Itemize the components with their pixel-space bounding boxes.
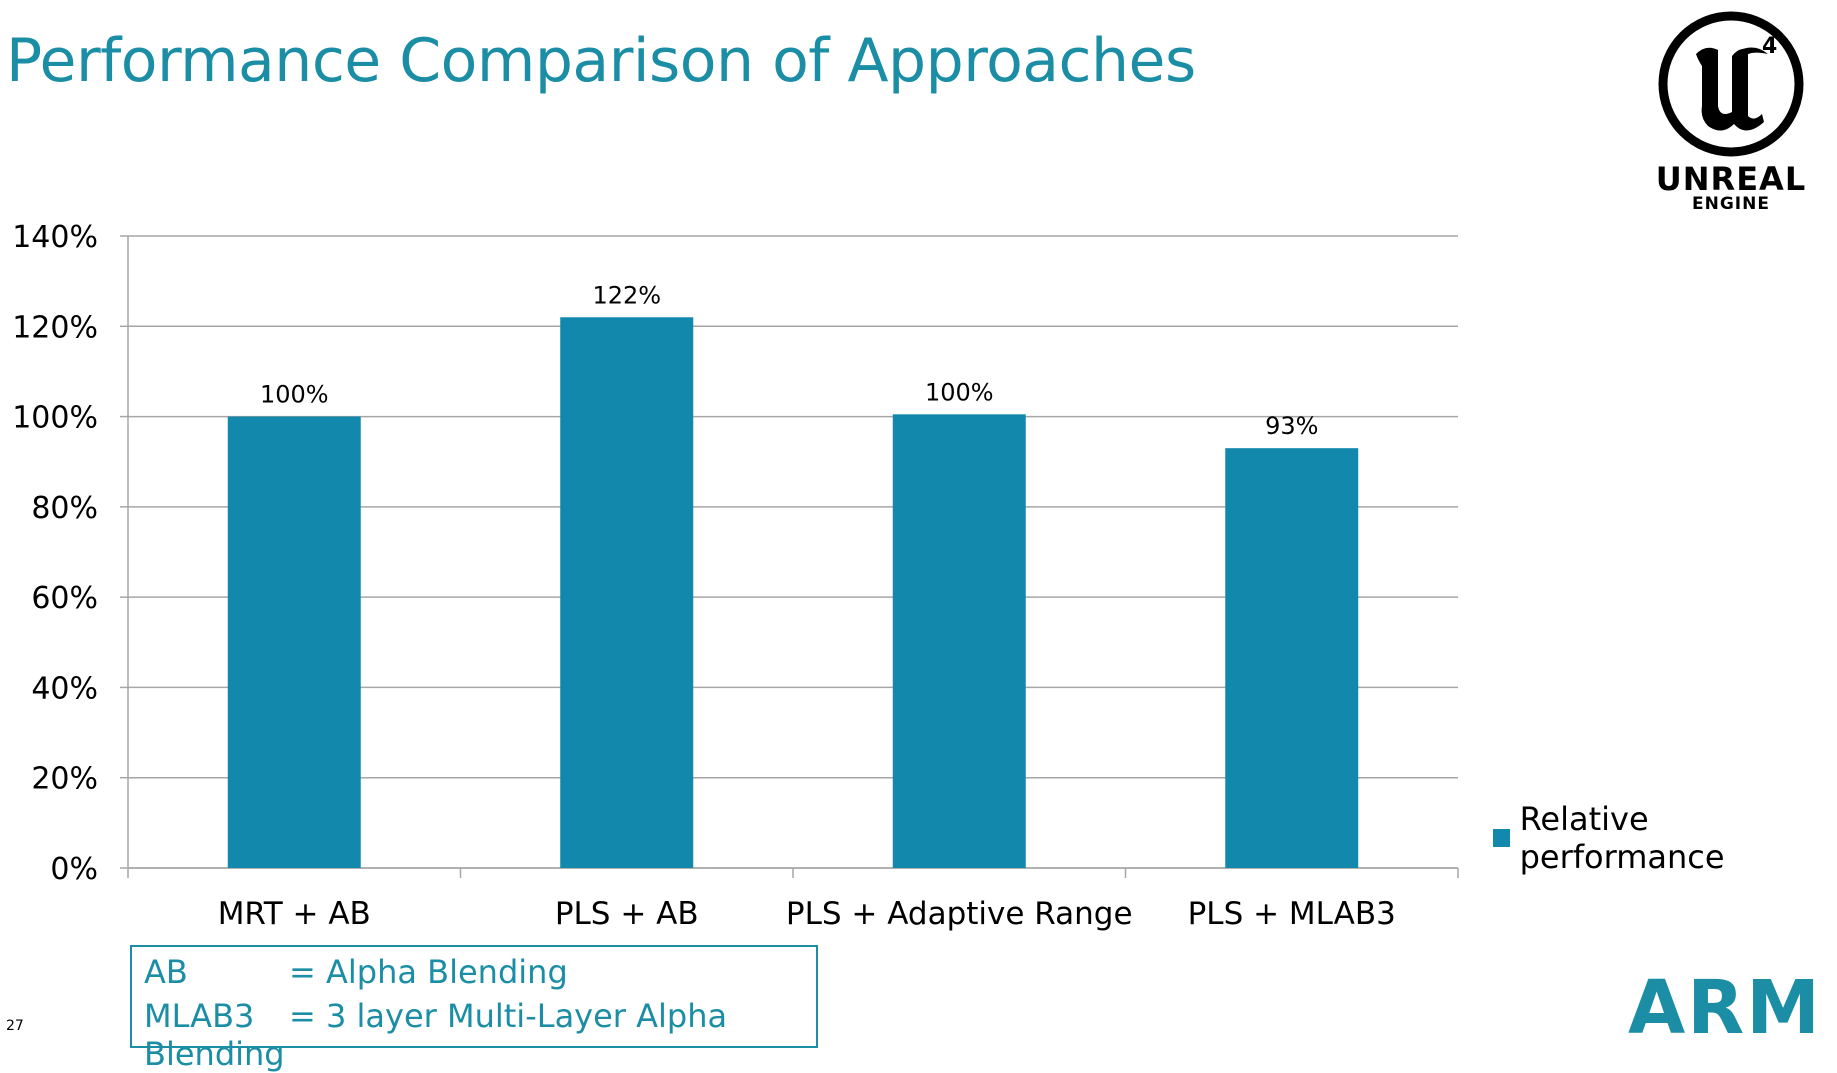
abbreviation-row: AB = Alpha Blending [144, 953, 568, 991]
arm-logo: ARM [1628, 965, 1822, 1051]
x-tick-label: PLS + AB [555, 896, 699, 932]
bar [892, 414, 1026, 868]
abbreviation-key: MLAB3 [144, 997, 255, 1035]
bar [227, 416, 361, 868]
data-label: 93% [1265, 412, 1318, 440]
y-tick-label: 40% [31, 671, 98, 706]
y-tick-label: 20% [31, 762, 98, 797]
data-label: 100% [260, 381, 329, 409]
engine-logo-text: ENGINE [1692, 194, 1770, 214]
unreal-logo-text: UNREAL [1655, 160, 1807, 198]
unreal-engine-logo-icon [1658, 11, 1804, 157]
x-tick-label: MRT + AB [218, 896, 371, 932]
y-tick-label: 100% [12, 401, 98, 436]
legend-swatch [1493, 829, 1510, 847]
y-tick-label: 140% [12, 220, 98, 255]
y-tick-label: 60% [31, 581, 98, 616]
data-label: 100% [925, 378, 994, 406]
y-tick-label: 120% [12, 310, 98, 345]
bar [560, 317, 694, 868]
abbreviation-box: AB = Alpha Blending MLAB3 = 3 layer Multi-… [130, 945, 818, 1073]
bar [1225, 448, 1359, 868]
legend-label: Relative performance [1519, 800, 1725, 876]
chart-legend: Relative performance [1493, 800, 1837, 876]
x-tick-label: PLS + MLAB3 [1188, 896, 1396, 932]
data-label: 122% [592, 281, 661, 309]
page-number: 27 [6, 1018, 24, 1034]
page-title: Performance Comparison of Approaches [6, 26, 1196, 96]
abbreviation-row: MLAB3 = 3 layer Multi-Layer Alpha Blendin… [144, 997, 816, 1073]
abbreviation-value: = Alpha Blending [289, 953, 568, 991]
y-tick-label: 0% [50, 852, 98, 887]
abbreviation-key: AB [144, 953, 188, 991]
bar-chart: 0% 20% 40% 60% 80% 100% 120% 140% 100% MRT + AB 12… [12, 220, 1459, 932]
x-tick-label: PLS + Adaptive Range [786, 896, 1133, 932]
unreal-superscript: 4 [1762, 34, 1778, 59]
y-tick-label: 80% [31, 491, 98, 526]
